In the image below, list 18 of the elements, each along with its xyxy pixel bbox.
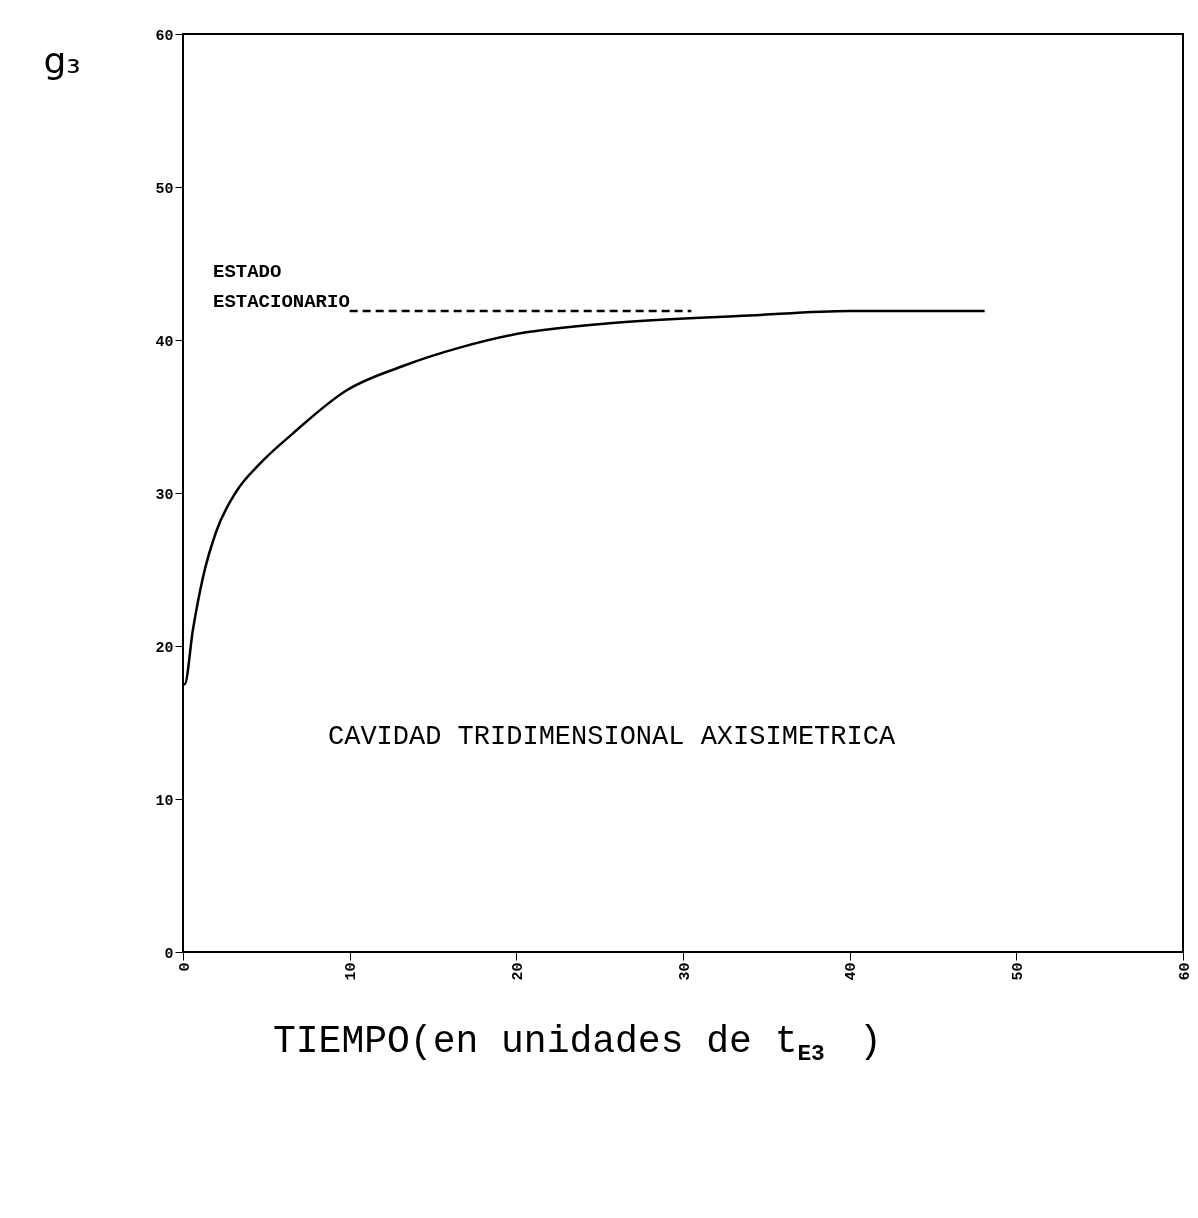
x-tick-label: 20 xyxy=(509,962,527,981)
x-tick-label: 0 xyxy=(176,962,194,972)
y-tick-label: 60 xyxy=(155,27,174,45)
annotation: ESTADO xyxy=(213,260,282,283)
x-tick-label: 50 xyxy=(1009,962,1027,981)
x-tick-label: 40 xyxy=(843,962,861,981)
y-tick-label: 50 xyxy=(155,180,174,198)
annotation: ESTACIONARIO xyxy=(213,290,350,313)
y-tick-label: 30 xyxy=(155,486,174,504)
x-tick-label: 10 xyxy=(343,962,361,981)
y-tick-label: 20 xyxy=(155,639,174,657)
x-tick-label: 60 xyxy=(1176,962,1194,981)
x-tick-label: 30 xyxy=(676,962,694,981)
y-tick-label: 10 xyxy=(155,792,174,810)
y-tick-label: 40 xyxy=(155,333,174,351)
text: CAVIDAD TRIDIMENSIONAL AXISIMETRICA xyxy=(328,722,896,753)
y-axis-title: g₃ xyxy=(43,39,81,81)
y-tick-label: 0 xyxy=(164,945,174,963)
